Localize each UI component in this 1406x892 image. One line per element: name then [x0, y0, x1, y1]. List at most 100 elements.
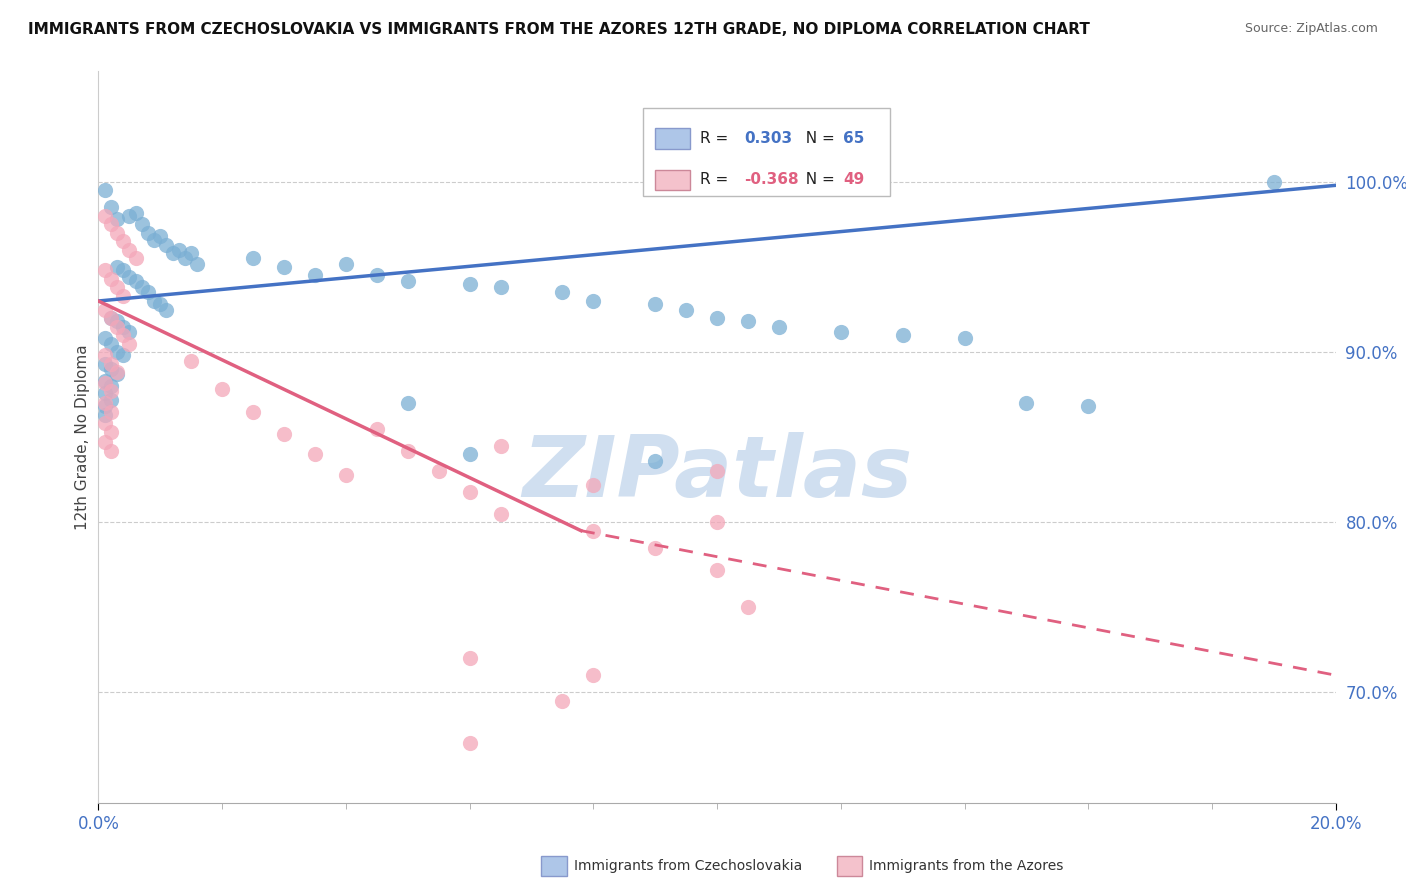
Point: [118, 209, 141, 223]
Point: [112, 319, 135, 334]
Point: [242, 404, 264, 418]
Point: [105, 226, 128, 240]
Bar: [655, 128, 690, 149]
Point: [304, 447, 326, 461]
Point: [100, 443, 122, 458]
Point: [136, 226, 159, 240]
Point: [118, 243, 141, 257]
Point: [551, 285, 574, 300]
Point: [706, 563, 728, 577]
FancyBboxPatch shape: [643, 108, 890, 195]
Text: Immigrants from the Azores: Immigrants from the Azores: [869, 859, 1063, 873]
Point: [105, 280, 128, 294]
Text: ZIPatlas: ZIPatlas: [522, 432, 912, 516]
Point: [100, 201, 122, 215]
Point: [124, 205, 146, 219]
Bar: [655, 169, 690, 190]
Point: [335, 256, 357, 270]
Point: [93, 263, 115, 277]
Point: [143, 233, 166, 247]
Text: N =: N =: [796, 172, 839, 187]
Point: [304, 268, 326, 283]
Point: [112, 348, 135, 362]
Point: [93, 302, 115, 317]
Point: [737, 600, 759, 615]
Point: [93, 209, 115, 223]
Point: [706, 464, 728, 478]
Point: [180, 353, 202, 368]
Point: [100, 357, 122, 371]
Text: 65: 65: [844, 131, 865, 146]
Point: [93, 183, 115, 197]
Point: [124, 252, 146, 266]
Point: [186, 256, 208, 270]
Point: [93, 435, 115, 450]
Point: [458, 651, 481, 665]
Point: [100, 404, 122, 418]
Text: R =: R =: [700, 131, 733, 146]
Y-axis label: 12th Grade, No Diploma: 12th Grade, No Diploma: [75, 344, 90, 530]
Point: [93, 331, 115, 345]
Text: IMMIGRANTS FROM CZECHOSLOVAKIA VS IMMIGRANTS FROM THE AZORES 12TH GRADE, NO DIPL: IMMIGRANTS FROM CZECHOSLOVAKIA VS IMMIGR…: [28, 22, 1090, 37]
Point: [1263, 175, 1285, 189]
Point: [891, 328, 914, 343]
Point: [155, 238, 177, 252]
Point: [100, 218, 122, 232]
Point: [93, 400, 115, 414]
Point: [489, 439, 512, 453]
Point: [100, 379, 122, 393]
Text: Source: ZipAtlas.com: Source: ZipAtlas.com: [1244, 22, 1378, 36]
Point: [675, 302, 697, 317]
Point: [582, 668, 605, 682]
Point: [830, 325, 852, 339]
Text: R =: R =: [700, 172, 733, 187]
Point: [100, 392, 122, 407]
Point: [427, 464, 450, 478]
Point: [1015, 396, 1038, 410]
Point: [458, 277, 481, 291]
Point: [737, 314, 759, 328]
Point: [100, 425, 122, 439]
Point: [242, 252, 264, 266]
Point: [105, 319, 128, 334]
Text: N =: N =: [796, 131, 839, 146]
Point: [93, 408, 115, 422]
Point: [396, 274, 419, 288]
Point: [551, 694, 574, 708]
Point: [644, 297, 666, 311]
Point: [458, 447, 481, 461]
Point: [143, 293, 166, 308]
Point: [953, 331, 976, 345]
Point: [131, 218, 153, 232]
Point: [105, 345, 128, 359]
Point: [118, 270, 141, 285]
Point: [93, 396, 115, 410]
Point: [93, 385, 115, 400]
Point: [458, 736, 481, 750]
Point: [489, 507, 512, 521]
Point: [396, 396, 419, 410]
Point: [93, 348, 115, 362]
Point: [644, 541, 666, 555]
Point: [105, 366, 128, 380]
Point: [149, 229, 172, 244]
Point: [706, 311, 728, 326]
Point: [93, 376, 115, 390]
Point: [335, 467, 357, 482]
Point: [124, 274, 146, 288]
Text: 49: 49: [844, 172, 865, 187]
Point: [273, 260, 295, 274]
Point: [100, 272, 122, 286]
Point: [112, 235, 135, 249]
Point: [105, 260, 128, 274]
Text: -0.368: -0.368: [744, 172, 799, 187]
Point: [366, 421, 388, 435]
Point: [366, 268, 388, 283]
Point: [93, 417, 115, 431]
Point: [105, 212, 128, 227]
Point: [180, 246, 202, 260]
Text: 0.303: 0.303: [744, 131, 793, 146]
Point: [112, 289, 135, 303]
Point: [118, 325, 141, 339]
Point: [155, 302, 177, 317]
